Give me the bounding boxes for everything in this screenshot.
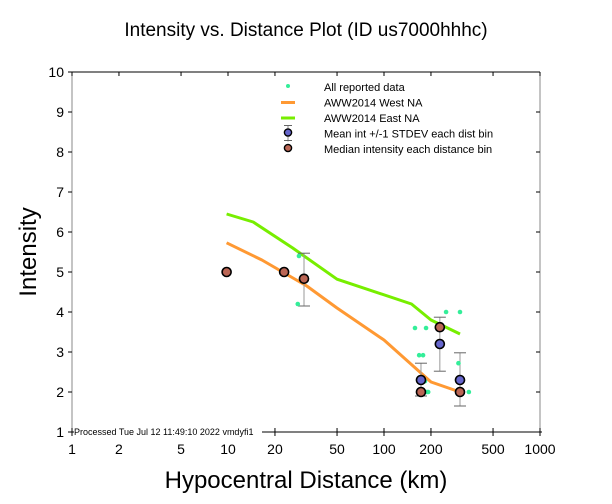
footer-note-background <box>74 426 262 437</box>
y-tick-label: 10 <box>48 64 64 80</box>
reported-data-point <box>443 309 449 315</box>
reported-data-point <box>412 325 418 331</box>
mean-intensity-point <box>454 374 466 386</box>
reported-data-point <box>425 389 431 395</box>
y-tick-label: 9 <box>56 104 64 120</box>
legend-label: All reported data <box>324 82 406 94</box>
reported-data-point <box>423 325 429 331</box>
chart-title: Intensity vs. Distance Plot (ID us7000hh… <box>124 20 487 41</box>
y-tick-label: 7 <box>56 184 64 200</box>
legend-median-icon <box>283 143 293 153</box>
reported-data-point <box>416 352 422 358</box>
y-tick-label: 4 <box>56 304 64 320</box>
footer-note: Processed Tue Jul 12 11:49:10 2022 vmdyf… <box>74 427 253 437</box>
y-tick-label: 3 <box>56 344 64 360</box>
reported-data-point <box>466 389 472 395</box>
x-axis-label: Hypocentral Distance (km) <box>165 467 448 494</box>
mean-intensity-point <box>415 374 427 386</box>
median-intensity-point <box>221 266 232 278</box>
y-tick-label: 1 <box>56 424 64 440</box>
median-intensity-point <box>454 386 466 398</box>
y-tick-label: 5 <box>56 264 64 280</box>
y-tick-label: 2 <box>56 384 64 400</box>
west-na-curve <box>225 241 461 394</box>
median-intensity-point <box>415 386 427 398</box>
median-intensity-point <box>278 266 290 278</box>
east-na-curve <box>226 212 461 336</box>
x-tick-label: 50 <box>329 441 345 457</box>
x-tick-label: 2 <box>115 441 123 457</box>
x-tick-label: 10 <box>220 441 236 457</box>
legend-label: AWW2014 West NA <box>324 98 423 110</box>
x-tick-label: 20 <box>267 441 283 457</box>
x-tick-label: 1 <box>68 441 76 457</box>
legend-label: Mean int +/-1 STDEV each dist bin <box>324 129 493 141</box>
legend-label: Median intensity each distance bin <box>324 144 492 156</box>
reported-data-point <box>420 352 426 358</box>
plot-axes: 1 2 3 4 5 6 7 8 9 10 1 2 5 10 20 50 100 200 500 1000 Process… <box>48 64 555 457</box>
legend-dot-icon <box>286 84 290 88</box>
legend: All reported data AWW2014 West NA AWW2014 … <box>281 82 493 156</box>
median-intensity-point <box>298 273 310 285</box>
legend-mean-icon <box>283 128 293 137</box>
x-tick-label: 200 <box>419 441 443 457</box>
reported-data-point <box>457 309 463 315</box>
y-tick-label: 8 <box>56 144 64 160</box>
legend-label: AWW2014 East NA <box>324 113 420 125</box>
reported-data-point <box>456 360 461 366</box>
reported-data-point <box>295 301 301 307</box>
mean-intensity-point <box>434 338 446 350</box>
median-intensity-point <box>434 321 446 333</box>
x-tick-label: 100 <box>372 441 396 457</box>
reported-data-point <box>296 253 302 259</box>
y-tick-label: 6 <box>56 224 64 240</box>
x-tick-label: 5 <box>177 441 185 457</box>
x-tick-label: 500 <box>481 441 505 457</box>
y-axis-label: Intensity <box>15 207 42 296</box>
x-tick-label: 1000 <box>524 441 555 457</box>
series-layer <box>221 212 472 407</box>
